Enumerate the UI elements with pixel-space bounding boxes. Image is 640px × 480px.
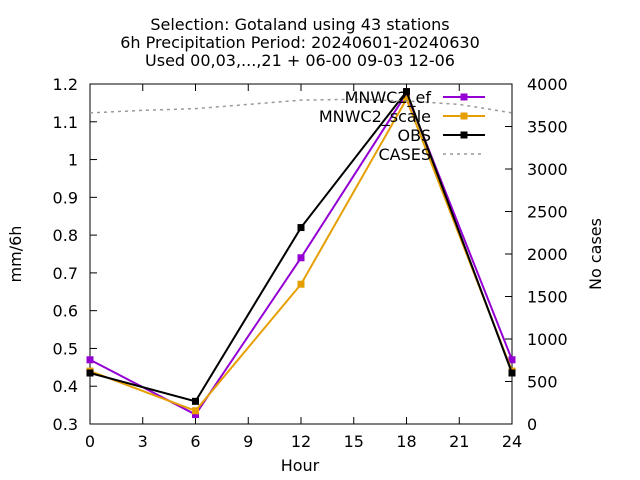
y-axis-label: mm/6h [6,226,25,283]
data-point [192,407,199,415]
x-tick-label: 24 [502,432,522,451]
series-line-cases [89,98,513,114]
y2-tick-label: 4000 [527,75,568,94]
series-line-mnwc2-ef [89,91,513,416]
data-point [192,411,199,419]
y-tick-label: 0.8 [53,226,78,245]
y-tick-label: 1.2 [53,75,78,94]
y2-axis-ticks: 0 500 1000 1500 2000 2500 3000 3500 4000 [505,75,568,434]
data-point [297,280,305,288]
legend-marker [460,131,468,139]
x-tick-label: 3 [138,432,148,451]
data-point [297,224,305,232]
y-tick-label: 0.3 [53,415,78,434]
legend-label: MNWC2_ef [345,88,432,108]
legend-label: CASES [378,145,431,164]
x-tick-label: 6 [190,432,200,451]
x-tick-label: 9 [243,432,253,451]
y-tick-label: 0.5 [53,339,78,358]
x-tick-label: 12 [291,432,311,451]
chart-title: Selection: Gotaland using 43 stations6h … [120,15,480,70]
data-point [192,397,199,405]
x-tick-label: 0 [85,432,95,451]
legend-label: MNWC2_scale [319,107,431,127]
data-point [403,95,410,103]
legend-marker [460,93,468,101]
y2-tick-label: 0 [527,415,537,434]
data-point [508,369,516,377]
legend-label: OBS [398,126,431,145]
y2-tick-label: 2000 [527,245,568,264]
y2-tick-label: 500 [527,373,558,392]
x-axis-label: Hour [281,456,320,475]
data-point [86,369,94,377]
y-axis-ticks: 0.3 0.4 0.5 0.6 0.7 0.8 0.9 1 1.1 1.2 [53,75,97,434]
x-tick-label: 15 [344,432,364,451]
y2-tick-label: 1500 [527,288,568,307]
legend-marker [460,112,468,120]
y2-tick-label: 1000 [527,330,568,349]
y-tick-label: 0.9 [53,188,78,207]
y2-tick-label: 3500 [527,118,568,137]
y-tick-label: 0.4 [53,377,78,396]
y2-tick-label: 3000 [527,160,568,179]
y2-axis-label: No cases [586,218,605,290]
data-point [508,356,516,364]
y-tick-label: 0.6 [53,302,78,321]
title-line: Used 00,03,...,21 + 06-00 09-03 12-06 [145,51,455,70]
series-lines [86,88,516,419]
series-line-obs [89,89,513,403]
data-point [403,88,410,96]
x-tick-label: 18 [396,432,416,451]
y-tick-label: 1 [68,151,78,170]
title-line: 6h Precipitation Period: 20240601-202406… [120,33,480,52]
x-axis-ticks: 0 3 6 9 12 15 18 21 24 [85,84,522,451]
y2-tick-label: 2500 [527,203,568,222]
x-tick-label: 21 [449,432,469,451]
y-tick-label: 1.1 [53,113,78,132]
title-line: Selection: Gotaland using 43 stations [150,15,449,34]
data-point [297,254,305,262]
data-point [86,356,94,364]
y-tick-label: 0.7 [53,264,78,283]
